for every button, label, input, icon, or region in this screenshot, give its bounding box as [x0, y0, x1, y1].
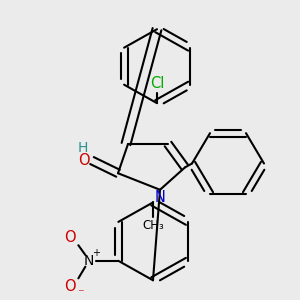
Text: Cl: Cl	[150, 76, 164, 91]
Text: H: H	[78, 141, 88, 155]
Text: O: O	[78, 153, 90, 168]
Text: +: +	[92, 248, 101, 258]
Text: N: N	[83, 254, 94, 268]
Text: O: O	[64, 230, 76, 245]
Text: N: N	[154, 190, 165, 205]
Text: CH₃: CH₃	[142, 219, 164, 232]
Text: ⁻: ⁻	[77, 287, 84, 300]
Text: O: O	[64, 279, 76, 294]
